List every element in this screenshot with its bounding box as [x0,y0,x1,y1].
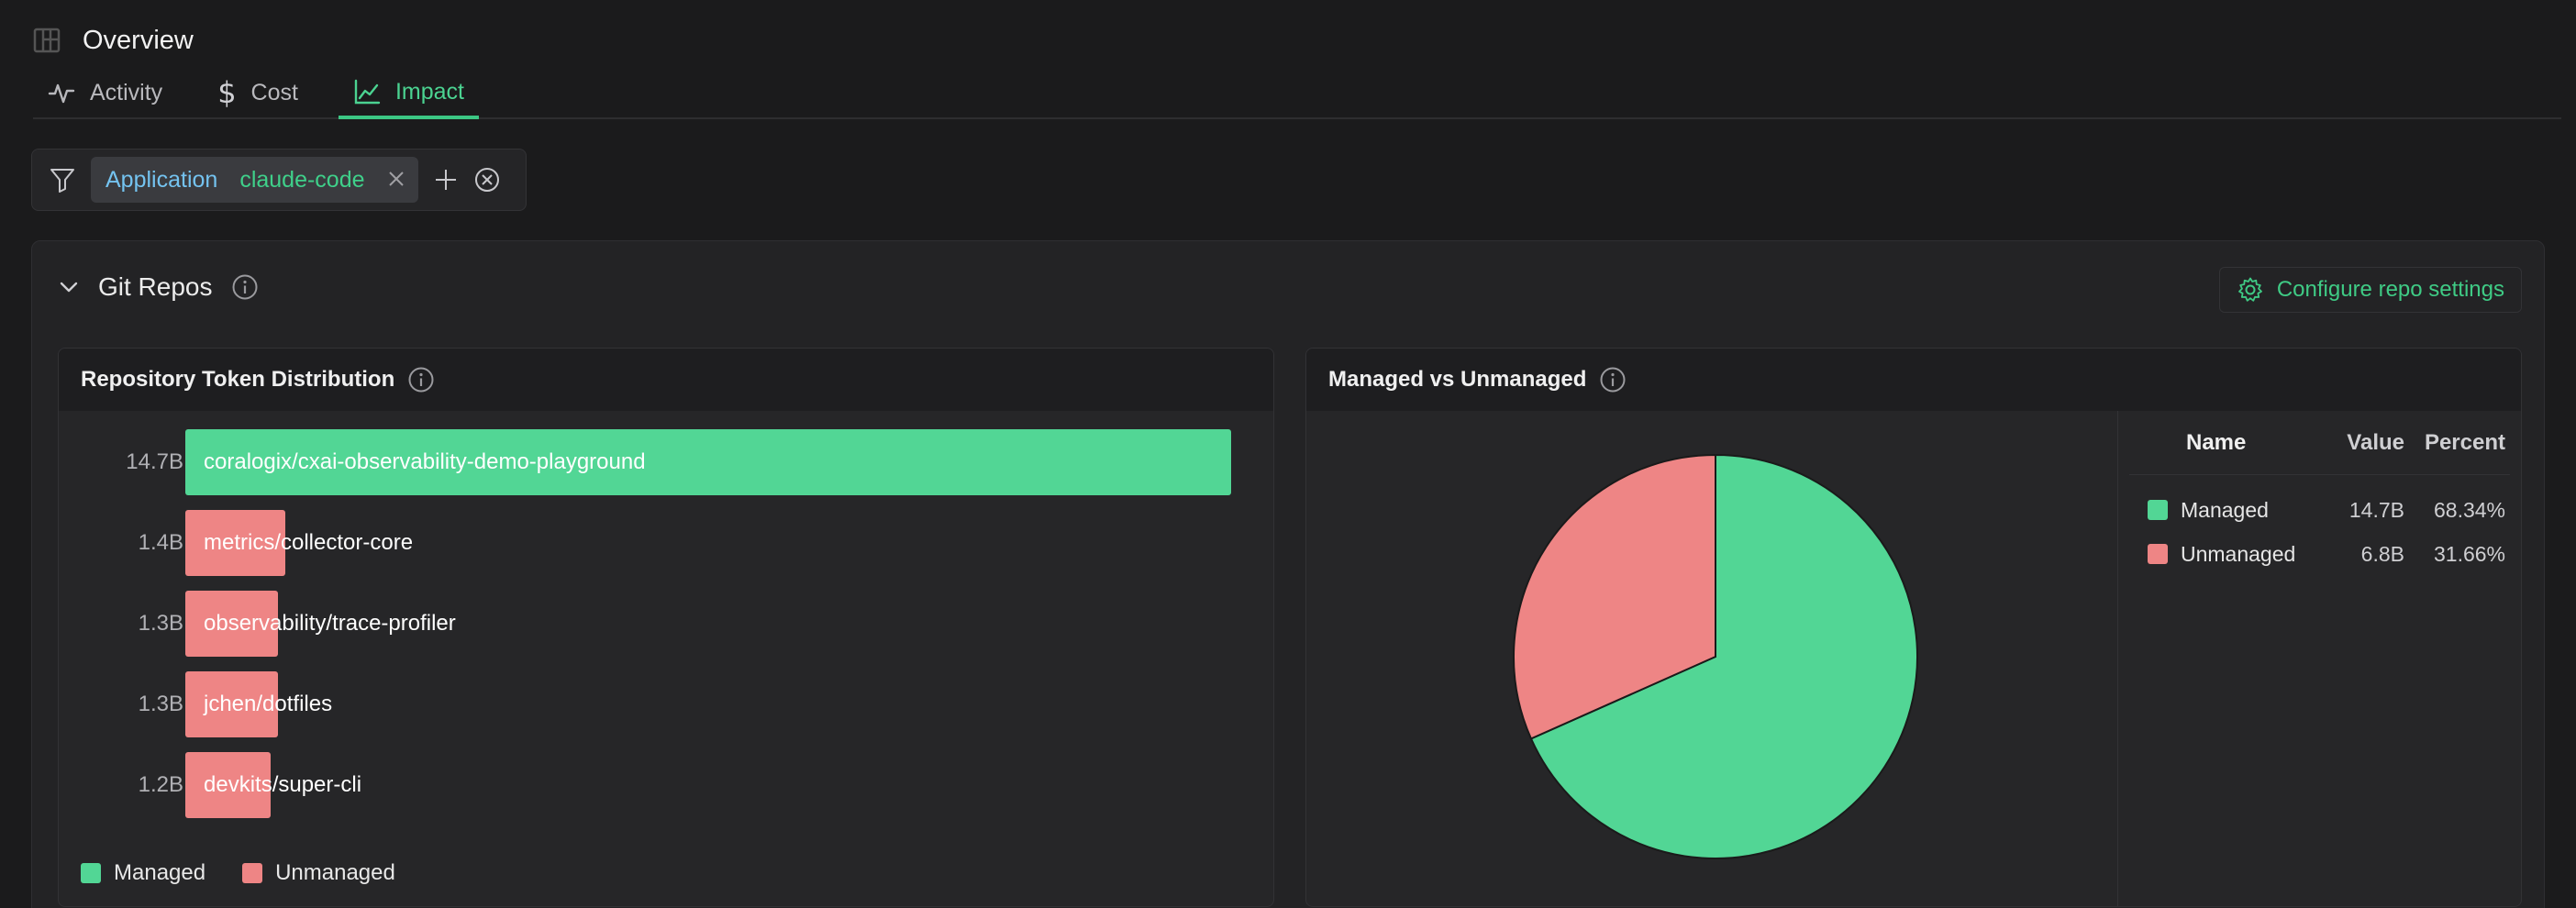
table-row[interactable]: Managed 14.7B 68.34% [2129,488,2510,532]
tab-bar: Activity $ Cost Impact [33,68,2561,119]
bar-category-label: metrics/collector-core [204,530,414,555]
bar[interactable] [185,752,272,818]
card-header: Managed vs Unmanaged [1306,349,2521,411]
bar-value-label: 1.3B [138,692,183,716]
tab-activity[interactable]: Activity [33,68,177,117]
legend-label-managed[interactable]: Managed [114,860,206,885]
bar-category-label: devkits/super-cli [204,772,362,797]
pie-slice-unmanaged[interactable] [1513,453,1716,740]
tab-label: Activity [90,79,163,105]
page-header: Overview [33,20,194,61]
bar-value-label: 1.3B [138,611,183,636]
legend-swatch-managed [2148,500,2168,520]
column-header-name: Name [2186,429,2247,455]
dollar-icon: $ [217,75,237,110]
bar-value-label: 14.7B [126,449,183,474]
bar-category-label: jchen/dotfiles [204,692,333,716]
add-filter-icon[interactable] [433,167,459,193]
filter-chip-key: Application [105,166,218,193]
row-name: Managed [2181,497,2269,522]
info-icon[interactable] [407,366,435,393]
bar-category-label: coralogix/cxai-observability-demo-playgr… [204,449,646,474]
pie-chart-area [1306,411,2114,906]
table-row[interactable]: Unmanaged 6.8B 31.66% [2129,532,2510,576]
bar-row[interactable]: 1.3B jchen/dotfiles [59,671,1251,737]
bar[interactable] [185,510,285,576]
row-name-cell: Unmanaged [2129,542,2322,567]
bar[interactable] [185,671,278,737]
filter-bar: Application claude-code [31,149,527,211]
row-value: 14.7B [2348,497,2404,522]
pie-slice-managed[interactable] [1529,453,1918,859]
pie-chart [1513,453,1918,859]
row-percent: 68.34% [2433,497,2505,522]
git-repos-section: Git Repos Configure repo settings Reposi… [31,240,2545,908]
pie-legend-table: Name Value Percent Managed 14.7B 68.34% … [2117,411,2521,906]
clear-filters-icon[interactable] [473,166,501,194]
bar-row[interactable]: 1.2B devkits/super-cli [59,752,1251,818]
info-icon[interactable] [1599,366,1627,393]
bar-row[interactable]: 14.7B coralogix/cxai-observability-demo-p… [59,429,1251,495]
bar-chart: 14.7B coralogix/cxai-observability-demo-p… [59,411,1273,842]
managed-vs-unmanaged-card: Managed vs Unmanaged Name Value Percent … [1305,348,2522,907]
configure-repo-settings-button[interactable]: Configure repo settings [2218,267,2522,313]
page-title: Overview [83,25,194,55]
bar-row[interactable]: 1.4B metrics/collector-core [59,510,1251,576]
filter-icon[interactable] [49,166,76,194]
legend-label-unmanaged[interactable]: Unmanaged [275,860,395,885]
tab-cost[interactable]: $ Cost [203,68,313,117]
bar-value-label: 1.4B [138,530,183,555]
legend-swatch-unmanaged [242,863,263,883]
gear-icon [2237,276,2264,304]
close-icon[interactable] [387,166,405,194]
filter-chip[interactable]: Application claude-code [91,157,418,203]
activity-icon [48,79,75,106]
tab-impact[interactable]: Impact [338,68,479,119]
bar-category-label: observability/trace-profiler [204,611,456,636]
overview-icon [33,27,61,54]
section-header[interactable]: Git Repos [58,272,259,302]
bar-row[interactable]: 1.3B observability/trace-profiler [59,591,1251,657]
section-title: Git Repos [98,272,213,301]
configure-label: Configure repo settings [2276,277,2504,302]
card-title: Managed vs Unmanaged [1328,367,1587,392]
legend-swatch-unmanaged [2148,544,2168,564]
repository-token-distribution-card: Repository Token Distribution 14.7B coral… [58,348,1274,907]
chevron-down-icon[interactable] [58,276,80,298]
bar-value-label: 1.2B [138,772,183,797]
tab-label: Impact [394,78,464,105]
column-header-percent: Percent [2424,429,2505,455]
info-icon[interactable] [231,273,259,301]
row-name-cell: Managed [2129,498,2322,523]
card-title: Repository Token Distribution [81,367,395,392]
bar-legend: Managed Unmanaged [81,860,395,886]
filter-chip-value: claude-code [239,166,365,193]
row-percent: 31.66% [2433,541,2505,566]
row-value: 6.8B [2360,541,2404,566]
card-header: Repository Token Distribution [59,349,1273,411]
bar[interactable] [185,591,278,657]
bar[interactable] [185,429,1231,495]
line-chart-icon [353,78,381,105]
column-header-value: Value [2347,429,2404,455]
tab-label: Cost [250,79,298,105]
legend-swatch-managed [81,863,101,883]
row-name: Unmanaged [2181,541,2296,566]
table-header: Name Value Percent [2129,411,2510,475]
